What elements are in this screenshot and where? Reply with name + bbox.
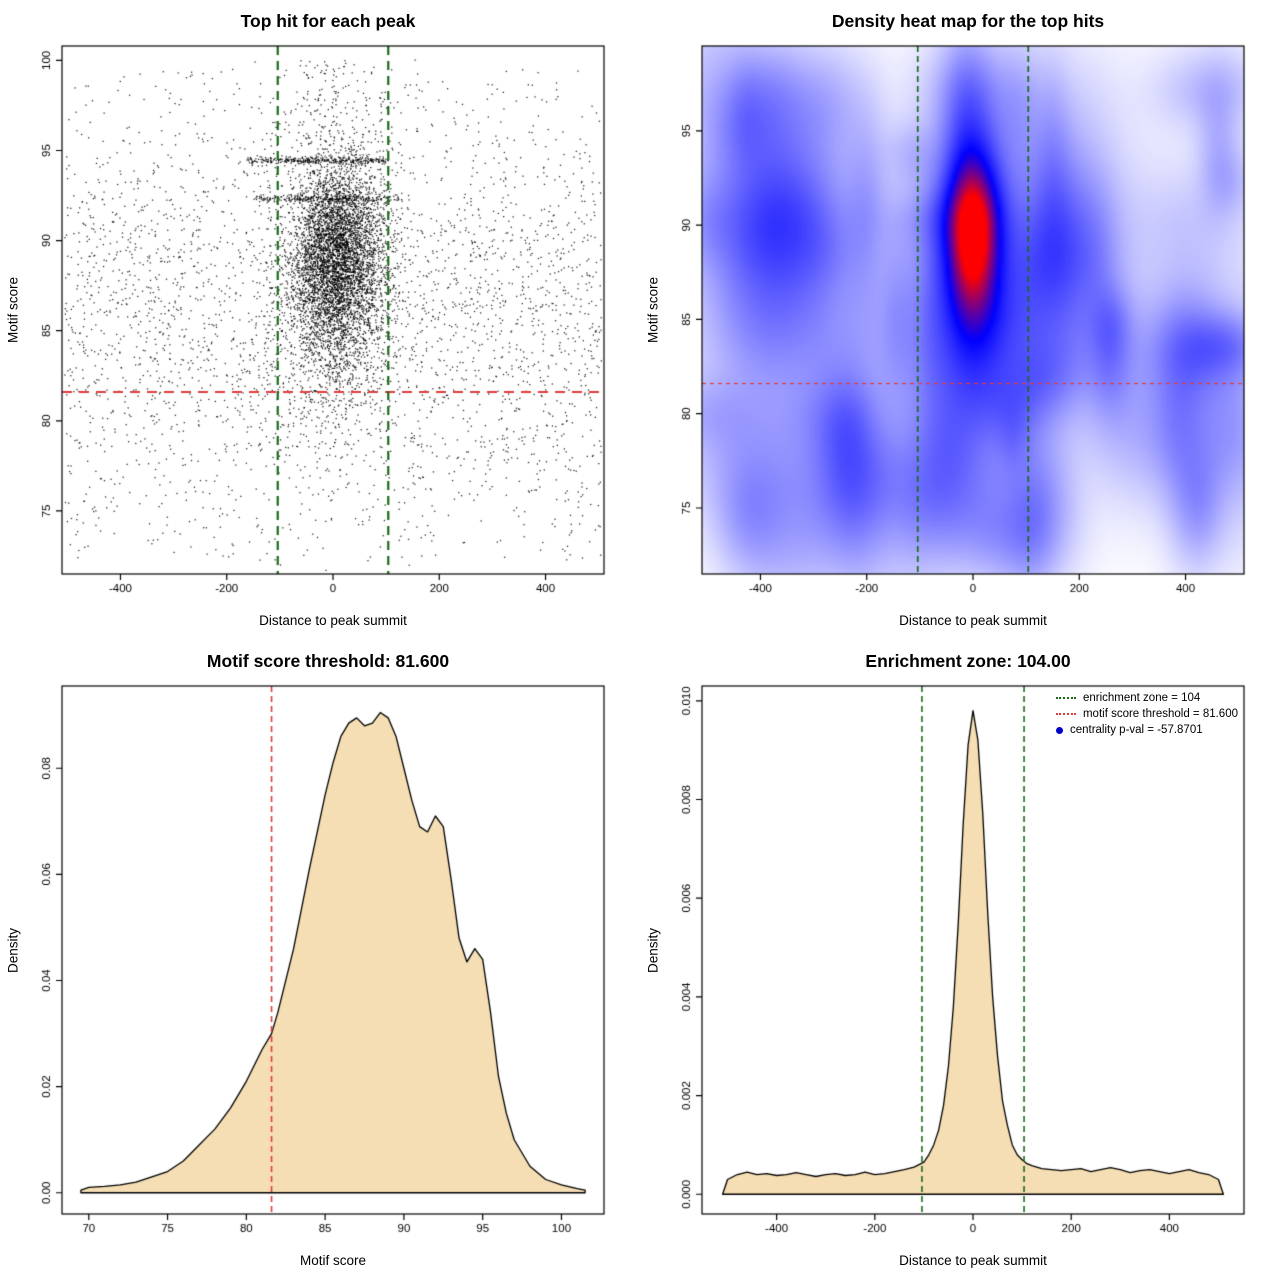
x-axis-label-distance-density: Distance to peak summit (899, 1253, 1047, 1268)
y-axis-label-heatmap: Motif score (645, 276, 661, 344)
panel-top-hits-scatter: Top hit for each peak Distance to peak s… (0, 0, 640, 640)
green-dotted-line-icon (1055, 697, 1076, 699)
red-dotted-line-icon (1055, 713, 1076, 715)
panel-motif-score-density: Motif score threshold: 81.600 Motif scor… (0, 640, 640, 1280)
legend-label-centrality-pval: centrality p-val = -57.8701 (1069, 724, 1203, 736)
legend-label-motif-threshold: motif score threshold = 81.600 (1082, 708, 1238, 720)
heatmap-plot-canvas (640, 0, 1280, 640)
chart-title-score-density: Motif score threshold: 81.600 (206, 651, 450, 671)
panel-distance-density: Enrichment zone: 104.00 Distance to peak… (640, 640, 1280, 1280)
panel-density-heatmap: Density heat map for the top hits Distan… (640, 0, 1280, 640)
y-axis-label-distance-density: Density (645, 927, 661, 973)
plot-legend: enrichment zone = 104 motif score thresh… (1055, 692, 1238, 736)
legend-label-enrichment-zone: enrichment zone = 104 (1082, 692, 1201, 704)
y-axis-label-scatter: Motif score (5, 276, 21, 344)
y-axis-label-score-density: Density (5, 927, 21, 973)
scatter-plot-canvas (0, 0, 640, 640)
x-axis-label-score-density: Motif score (299, 1253, 367, 1268)
x-axis-label-scatter: Distance to peak summit (259, 613, 407, 628)
chart-title-heatmap: Density heat map for the top hits (831, 11, 1105, 31)
chart-title-scatter: Top hit for each peak (240, 11, 416, 31)
legend-item-enrichment-zone: enrichment zone = 104 (1055, 692, 1238, 704)
legend-item-centrality-pval: centrality p-val = -57.8701 (1055, 724, 1238, 736)
blue-dot-icon (1055, 726, 1063, 734)
legend-item-motif-threshold: motif score threshold = 81.600 (1055, 708, 1238, 720)
x-axis-label-heatmap: Distance to peak summit (899, 613, 1047, 628)
chart-title-distance-density: Enrichment zone: 104.00 (865, 651, 1071, 671)
score-density-plot-canvas (0, 640, 640, 1280)
distance-density-plot-canvas (640, 640, 1280, 1280)
